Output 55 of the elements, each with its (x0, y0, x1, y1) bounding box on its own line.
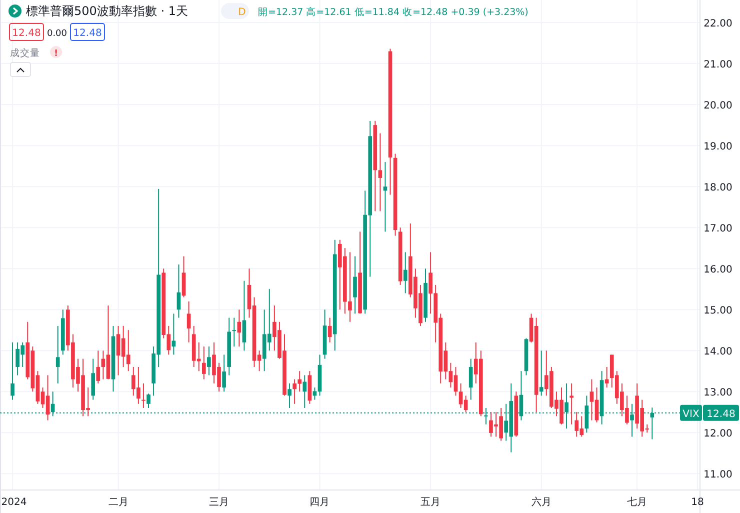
x-tick-label: 七月 (627, 496, 648, 508)
x-tick-label: 三月 (209, 497, 230, 508)
candlestick (96, 350, 100, 384)
y-tick-label: 12.00 (704, 428, 732, 440)
candlestick (91, 358, 96, 400)
chart-title: 標準普爾500波動率指數 · 1天 (26, 4, 188, 18)
candlestick (468, 358, 473, 400)
candlestick (539, 350, 544, 396)
annotation: ! (54, 49, 58, 59)
candlestick (182, 256, 186, 298)
candlestick (142, 382, 146, 408)
x-tick-label: 四月 (310, 497, 330, 508)
y-tick-label: 14.00 (704, 346, 732, 358)
y-tick-label: 22.00 (704, 18, 732, 30)
candlestick (242, 280, 246, 352)
y-tick-label: 15.00 (704, 306, 732, 317)
y-tick-label: 16.00 (704, 264, 732, 276)
annotation: 12.48 (12, 28, 41, 39)
candlestick (237, 309, 242, 347)
x-tick-label: 二月 (108, 497, 128, 508)
candlestick (353, 256, 357, 314)
candlestick (186, 300, 191, 343)
candlestick (56, 325, 60, 384)
candlestick (232, 317, 236, 347)
y-tick-label: 20.00 (704, 100, 732, 112)
candlestick (570, 382, 574, 425)
candlestick (146, 393, 150, 408)
candlestick (10, 342, 14, 400)
y-tick-label: 17.00 (704, 224, 732, 235)
text: 12.48 (706, 408, 736, 420)
x-tick-label: 六月 (531, 496, 552, 508)
ref-line-label: VIX (682, 408, 700, 420)
x-tick-label: 18 (691, 497, 704, 508)
annotation: 成交量 (10, 47, 40, 59)
candlestick (176, 264, 181, 318)
y-tick-label: 11.00 (704, 470, 732, 481)
candlestick (202, 346, 206, 380)
annotation: D (238, 7, 246, 18)
y-tick-label: 21.00 (704, 60, 732, 71)
candlestick (207, 346, 211, 376)
y-tick-label: 19.00 (704, 142, 732, 153)
annotation: 開=12.37 高=12.61 低=11.84 收=12.48 +0.39 (+3.23%) (258, 6, 528, 18)
candlestick (378, 132, 382, 212)
candlestick (328, 317, 332, 343)
annotation: 0.00 (46, 29, 68, 39)
candlestick (288, 382, 292, 408)
x-tick-label: 2024 (1, 497, 27, 508)
annotation: 12.48 (73, 28, 102, 39)
candlestick (172, 313, 176, 356)
x-tick-label: 五月 (420, 497, 441, 508)
candlestick (302, 374, 307, 408)
candlestick (403, 252, 408, 294)
candlestick (222, 354, 226, 392)
y-tick-label: 18.00 (704, 182, 732, 194)
y-tick-label: 13.00 (704, 388, 732, 399)
